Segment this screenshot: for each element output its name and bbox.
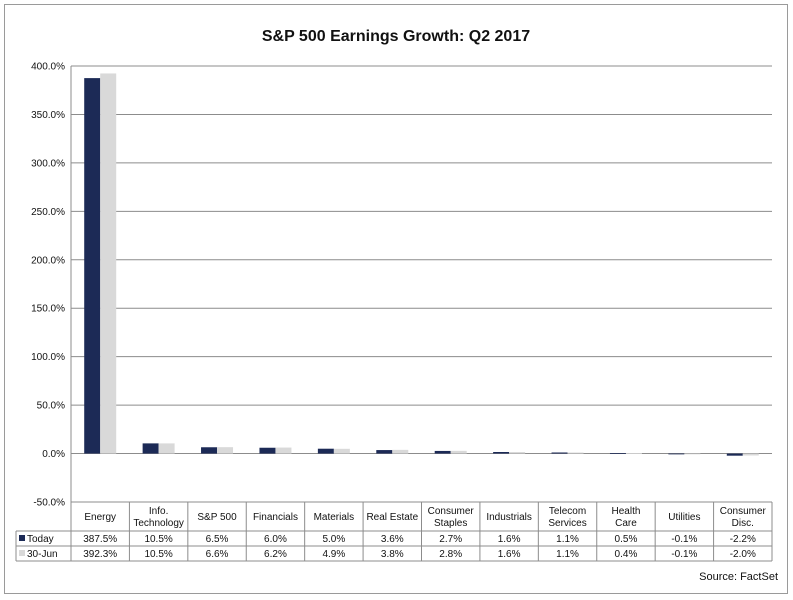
bar-30-jun <box>217 447 234 454</box>
y-tick-label: 0.0% <box>42 449 65 460</box>
category-label: Consumer Disc. <box>720 506 767 529</box>
data-label: 2.8% <box>439 549 462 560</box>
data-label: 4.9% <box>322 549 345 560</box>
legend-label: Today <box>27 534 54 545</box>
data-label: 6.2% <box>264 549 287 560</box>
bar-today <box>376 450 393 454</box>
category-label: Consumer Staples <box>428 506 475 529</box>
bar-30-jun <box>742 453 759 456</box>
chart-frame <box>4 4 788 594</box>
y-tick-label: -50.0% <box>33 498 65 509</box>
category-label: Industrials <box>486 512 532 523</box>
data-label: 1.1% <box>556 549 579 560</box>
bar-30-jun <box>158 443 175 454</box>
bar-today <box>84 78 101 454</box>
y-tick-label: 300.0% <box>31 158 65 169</box>
data-label: 1.1% <box>556 534 579 545</box>
data-label: 6.6% <box>206 549 229 560</box>
bar-today <box>668 453 685 455</box>
data-label: -2.0% <box>730 549 756 560</box>
data-label: -0.1% <box>671 534 697 545</box>
bar-30-jun <box>625 453 642 454</box>
legend-label: 30-Jun <box>27 549 58 560</box>
bar-30-jun <box>567 452 584 454</box>
category-label: Financials <box>253 512 298 523</box>
category-label: Health Care <box>612 506 641 529</box>
legend-swatch <box>19 550 25 556</box>
bar-today <box>551 452 568 454</box>
data-label: 10.5% <box>144 534 172 545</box>
bar-today <box>609 453 626 454</box>
data-label: 0.5% <box>615 534 638 545</box>
category-label: Utilities <box>668 512 700 523</box>
bar-today <box>726 453 743 456</box>
bar-today <box>317 448 334 454</box>
category-label: Materials <box>314 512 355 523</box>
bar-30-jun <box>509 452 526 454</box>
data-label: 0.4% <box>615 549 638 560</box>
y-tick-label: 350.0% <box>31 110 65 121</box>
data-label: 6.5% <box>206 534 229 545</box>
y-tick-label: 200.0% <box>31 255 65 266</box>
bars <box>84 73 759 456</box>
category-label: Telecom Services <box>548 506 586 529</box>
bar-today <box>142 443 159 454</box>
data-label: 3.6% <box>381 534 404 545</box>
data-label: 3.8% <box>381 549 404 560</box>
category-label: S&P 500 <box>197 512 237 523</box>
y-tick-label: 150.0% <box>31 304 65 315</box>
data-table: Energy Info. Technology S&P 500 Financials Ma… <box>15 502 773 562</box>
bar-today <box>434 450 451 454</box>
data-label: 2.7% <box>439 534 462 545</box>
category-label: Energy <box>84 512 116 523</box>
chart-title: S&P 500 Earnings Growth: Q2 2017 <box>262 28 530 45</box>
data-label: 5.0% <box>322 534 345 545</box>
data-label: 1.6% <box>498 534 521 545</box>
bar-today <box>259 447 276 454</box>
bar-today <box>493 452 510 454</box>
data-label: -0.1% <box>671 549 697 560</box>
y-tick-label: 250.0% <box>31 207 65 218</box>
data-label: -2.2% <box>730 534 756 545</box>
category-label: Real Estate <box>366 512 418 523</box>
data-label: 6.0% <box>264 534 287 545</box>
gridlines <box>71 65 772 503</box>
y-axis: 400.0% 350.0% 300.0% 250.0% 200.0% 150.0% 100.… <box>31 62 72 509</box>
data-label: 1.6% <box>498 549 521 560</box>
y-tick-label: 400.0% <box>31 62 65 73</box>
bar-30-jun <box>333 448 350 454</box>
legend-swatch <box>19 535 25 541</box>
category-label: Info. Technology <box>133 506 184 529</box>
y-tick-label: 50.0% <box>37 401 65 412</box>
bar-30-jun <box>684 453 701 455</box>
data-label: 387.5% <box>83 534 117 545</box>
bar-30-jun <box>450 450 467 454</box>
source-note: Source: FactSet <box>699 571 778 583</box>
bar-30-jun <box>275 447 292 454</box>
data-label: 10.5% <box>144 549 172 560</box>
bar-today <box>201 447 218 454</box>
data-label: 392.3% <box>83 549 117 560</box>
bar-30-jun <box>392 449 409 454</box>
y-tick-label: 100.0% <box>31 352 65 363</box>
bar-30-jun <box>100 73 117 454</box>
